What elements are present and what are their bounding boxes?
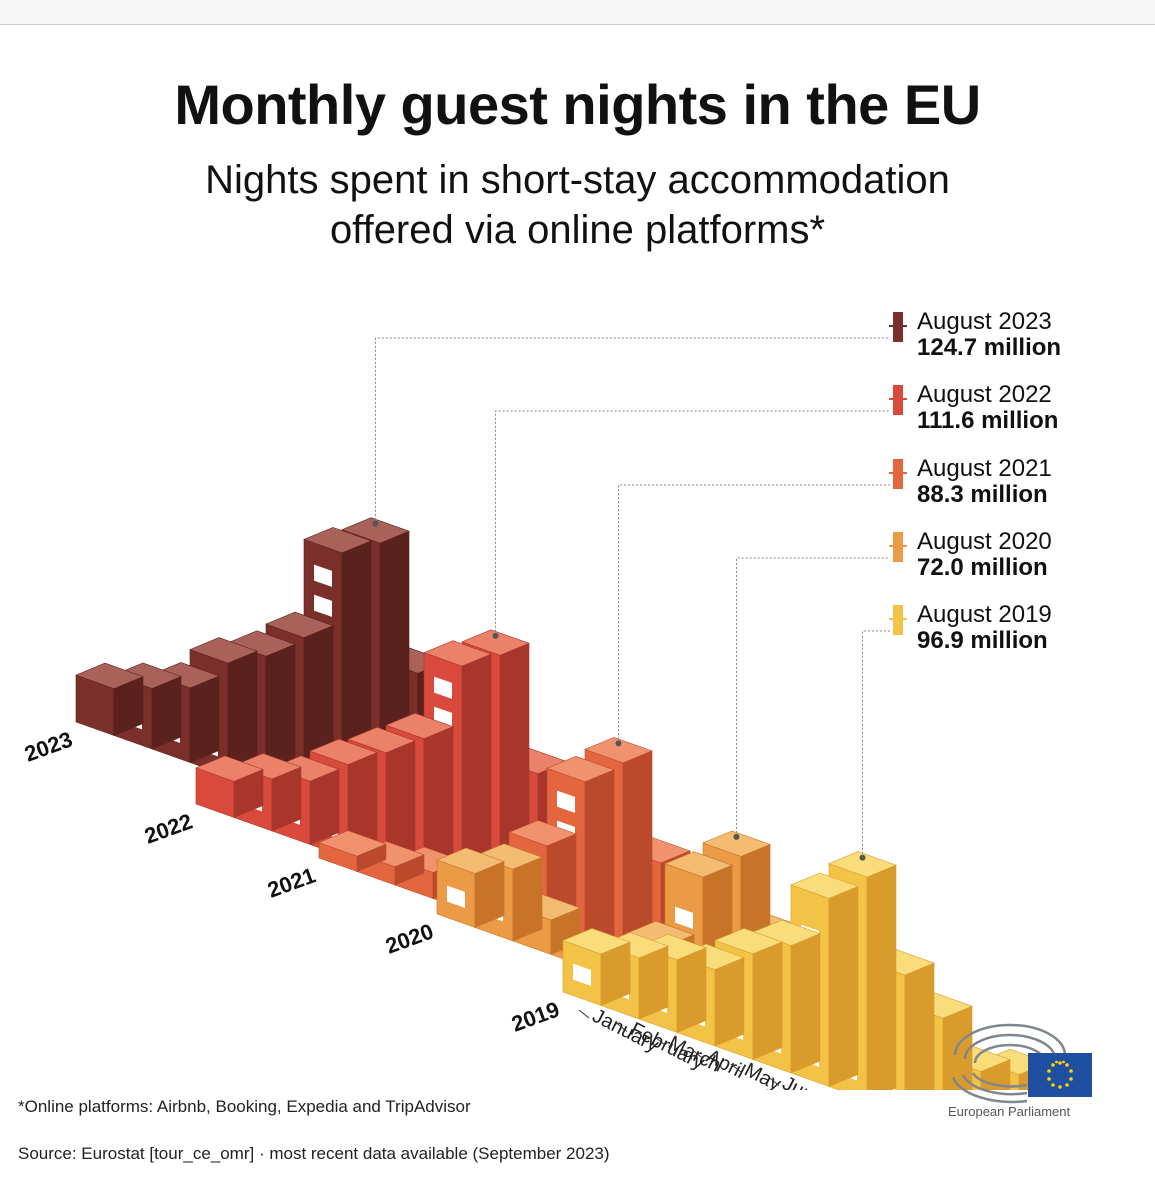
month-tick <box>616 1023 628 1032</box>
callout-dot-2019 <box>859 854 866 861</box>
window <box>314 594 332 617</box>
callout-line-2022 <box>495 410 890 636</box>
bar-2019-july-top <box>790 872 859 899</box>
bar-2021-july-top <box>546 755 615 783</box>
callout-line-2020 <box>736 557 890 837</box>
bar-2021-july-side <box>584 769 615 953</box>
window <box>434 676 452 699</box>
bar-2020-february-side <box>512 856 543 942</box>
legend-swatch <box>889 312 907 342</box>
bar-2019-may-side <box>752 941 783 1060</box>
legend-value: 124.7 million <box>917 334 1062 361</box>
window <box>447 885 465 908</box>
bar-2022-august-top <box>461 629 530 656</box>
legend-swatch <box>889 532 907 562</box>
source-note: Source: Eurostat [tour_ce_omr] · most re… <box>18 1144 610 1163</box>
legend-label: August 2021 <box>917 455 1052 482</box>
bar-2023-march-side <box>189 675 220 763</box>
bar-2022-may-top <box>347 726 416 754</box>
callout-line-2021 <box>618 484 890 744</box>
legend-label: August 2019 <box>917 601 1052 628</box>
callout-dot-2023 <box>372 520 379 527</box>
bar-2019-september-side <box>904 962 935 1090</box>
bar-2019-april-side <box>714 957 745 1047</box>
legend-label: August 2023 <box>917 308 1052 335</box>
bar-2022-june-top <box>385 712 454 740</box>
window <box>573 963 591 986</box>
year-label-2019: 2019 <box>508 996 563 1036</box>
footnote: *Online platforms: Airbnb, Booking, Expe… <box>18 1097 471 1116</box>
legend-swatch <box>889 605 907 635</box>
bar-2019-february-side <box>638 945 669 1020</box>
bar-2019-may-top <box>714 928 783 955</box>
legend-swatch <box>889 459 907 489</box>
window <box>314 564 332 587</box>
bar-2023-february-side <box>151 676 182 750</box>
year-label-2021: 2021 <box>264 862 319 902</box>
bar-2021-august-top <box>584 737 653 764</box>
legend-value: 111.6 million <box>917 407 1059 434</box>
legend-swatch <box>889 385 907 415</box>
browser-top-bar <box>0 0 1155 25</box>
bar-2022-march-side <box>309 768 340 845</box>
year-label-2022: 2022 <box>141 808 196 848</box>
month-tick <box>768 1077 780 1086</box>
subtitle-line-2: offered via online platforms* <box>329 208 826 252</box>
bar-2023-june-top <box>265 611 334 638</box>
year-label-2023: 2023 <box>21 726 76 766</box>
callout-dot-2020 <box>733 833 740 840</box>
bar-2019-august-side <box>866 864 897 1090</box>
bar-2019-june-side <box>790 933 821 1074</box>
window <box>675 906 693 929</box>
bar-2019-march-side <box>676 947 707 1033</box>
bar-2020-august-top <box>702 830 771 857</box>
year-label-2020: 2020 <box>382 918 437 958</box>
month-tick <box>578 1009 590 1019</box>
bar-2023-july-top <box>303 527 372 554</box>
subtitle-line-1: Nights spent in short-stay accommodation <box>205 158 950 202</box>
legend-label: August 2022 <box>917 381 1052 408</box>
bar-2023-august-top <box>341 517 410 544</box>
window <box>557 790 575 813</box>
european-parliament-name: European Parliament <box>948 1104 1071 1119</box>
bar-2022-july-top <box>423 640 492 667</box>
bar-2022-january-top <box>195 755 264 782</box>
bar-2021-january-top <box>318 830 387 857</box>
month-tick <box>654 1036 666 1046</box>
bar-2019-july-side <box>828 885 859 1087</box>
callout-dot-2021 <box>615 740 622 747</box>
bar-2023-april-side <box>227 650 258 777</box>
legend-value: 96.9 million <box>917 627 1048 654</box>
bar-2022-april-top <box>309 738 378 765</box>
bar-2020-january-top <box>436 847 505 874</box>
legend-label: August 2020 <box>917 528 1052 555</box>
callout-dot-2022 <box>492 632 499 639</box>
european-parliament-logo <box>951 1023 1092 1104</box>
chart-subtitle: Nights spent in short-stay accommodation… <box>0 155 1155 255</box>
bar-2023-april-top <box>189 637 258 664</box>
callout-line-2023 <box>375 337 890 524</box>
bar-2021-june-top <box>508 820 577 847</box>
month-tick <box>730 1063 742 1073</box>
bar-2019-january-top <box>562 928 631 955</box>
chart-title: Monthly guest nights in the EU <box>174 73 981 136</box>
bar-2020-july-top <box>664 851 733 878</box>
month-tick <box>692 1050 704 1059</box>
bar-2019-august-top <box>828 851 897 878</box>
legend-value: 72.0 million <box>917 554 1048 581</box>
legend-value: 88.3 million <box>917 481 1048 508</box>
bar-2023-january-top <box>75 662 144 689</box>
callout-line-2019 <box>862 630 890 858</box>
